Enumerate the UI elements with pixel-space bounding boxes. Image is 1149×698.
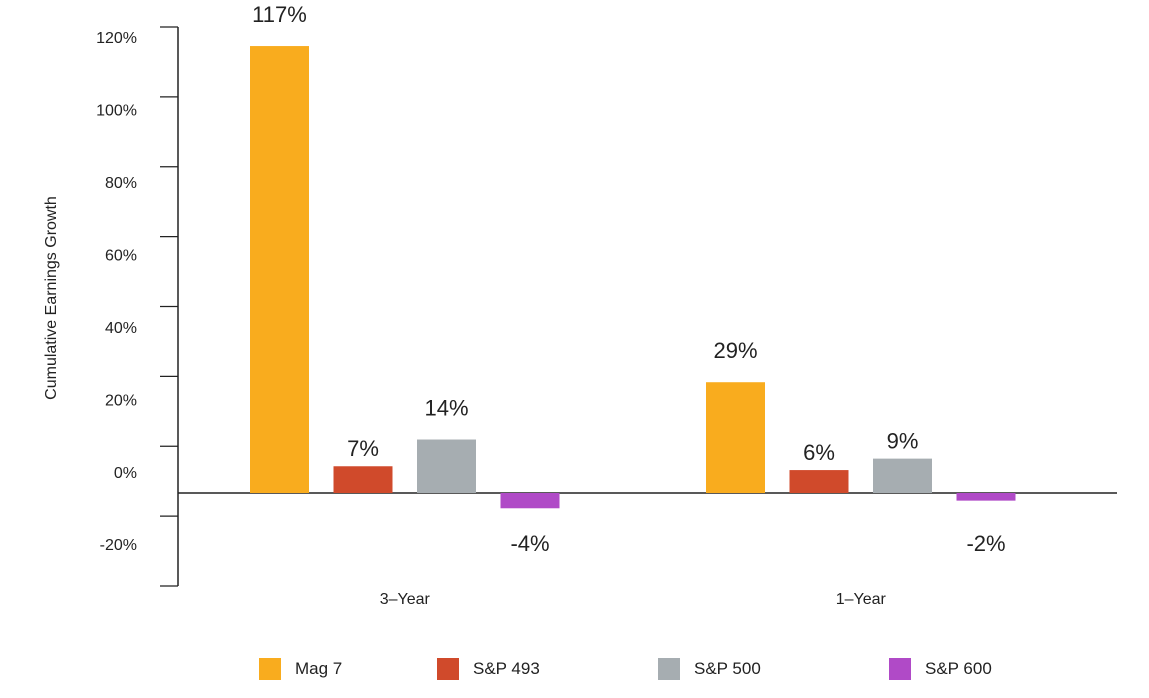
data-label: 117% (252, 2, 307, 27)
bar (500, 493, 560, 509)
bar (956, 493, 1016, 501)
data-label: 29% (713, 338, 757, 363)
bar (250, 46, 309, 494)
data-label: -2% (966, 531, 1005, 556)
legend-item-mag7: Mag 7 (259, 657, 342, 681)
legend-item-sp600: S&P 600 (889, 657, 992, 681)
legend-label: S&P 600 (925, 659, 992, 678)
legend-swatch (889, 658, 911, 680)
y-tick-label: 120% (96, 30, 137, 47)
y-axis: 120% 100% 80% 60% 40% 20% 0% -20% (96, 26, 1117, 587)
legend-swatch (658, 658, 680, 680)
legend-item-sp493: S&P 493 (437, 657, 540, 681)
x-axis-categories: 3–Year 1–Year (380, 591, 887, 608)
legend-label: Mag 7 (295, 659, 343, 678)
legend-item-sp500: S&P 500 (658, 657, 761, 681)
y-tick-label: 40% (105, 320, 137, 337)
data-labels: 117% 7% 14% -4% 29% 6% 9% -2% (252, 2, 1005, 556)
y-tick-label: -20% (100, 537, 137, 554)
data-label: 6% (803, 440, 835, 465)
legend-swatch (437, 658, 459, 680)
y-tick-label: 0% (114, 465, 137, 482)
y-tick-label: 100% (96, 103, 137, 120)
y-tick-label: 80% (105, 175, 137, 192)
bar (417, 439, 476, 493)
x-category-label: 3–Year (380, 591, 431, 608)
bar (789, 470, 849, 493)
bar (873, 458, 932, 493)
legend-label: S&P 493 (473, 659, 540, 678)
data-label: 7% (347, 436, 379, 461)
y-tick-label: 60% (105, 248, 137, 265)
bar (333, 466, 393, 493)
legend: Mag 7 S&P 493 S&P 500 S&P 600 (0, 650, 1149, 690)
bar (706, 382, 765, 493)
data-label: -4% (510, 531, 549, 556)
x-category-label: 1–Year (836, 591, 887, 608)
data-label: 14% (424, 395, 468, 420)
legend-label: S&P 500 (694, 659, 761, 678)
data-label: 9% (887, 428, 919, 453)
bars (250, 46, 1016, 509)
legend-swatch (259, 658, 281, 680)
y-tick-label: 20% (105, 392, 137, 409)
y-axis-title: Cumulative Earnings Growth (43, 196, 60, 400)
